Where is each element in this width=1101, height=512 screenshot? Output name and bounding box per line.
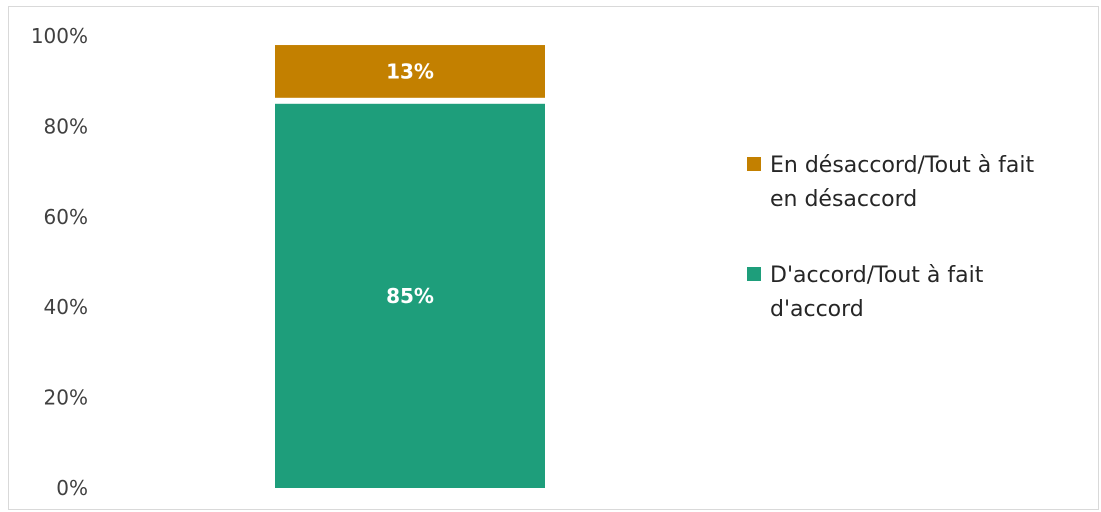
y-tick-label: 20% xyxy=(44,386,88,410)
bar-segment xyxy=(275,45,545,98)
data-label: 85% xyxy=(386,284,434,308)
y-tick-label: 40% xyxy=(44,295,88,319)
y-tick-label: 60% xyxy=(44,205,88,229)
data-label: 13% xyxy=(386,59,434,83)
legend: En désaccord/Tout à fait en désaccord D'ac… xyxy=(747,153,1035,322)
legend-label: En désaccord/Tout à fait en désaccord xyxy=(770,153,1035,212)
bars: 85% 13% xyxy=(275,45,545,489)
legend-swatch xyxy=(747,267,761,281)
bar-segment xyxy=(275,103,545,489)
legend-swatch xyxy=(747,157,761,171)
chart-frame xyxy=(8,6,1099,510)
y-tick-label: 80% xyxy=(44,114,88,138)
y-tick-label: 0% xyxy=(56,476,88,500)
y-axis: 0% 20% 40% 60% 80% 100% xyxy=(31,24,88,500)
y-tick-label: 100% xyxy=(31,24,88,48)
legend-label: D'accord/Tout à fait d'accord xyxy=(770,263,984,322)
